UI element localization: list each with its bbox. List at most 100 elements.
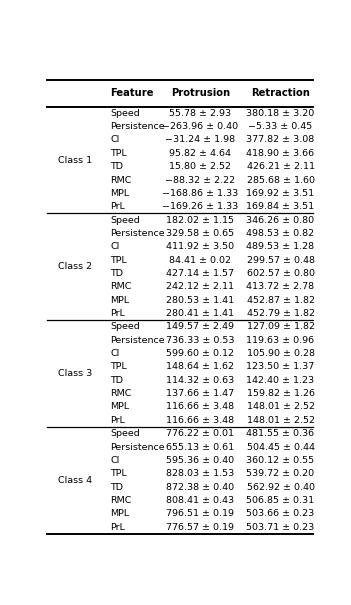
- Text: 116.66 ± 3.48: 116.66 ± 3.48: [166, 402, 234, 411]
- Text: 481.55 ± 0.36: 481.55 ± 0.36: [246, 429, 314, 438]
- Text: TPL: TPL: [111, 256, 127, 264]
- Text: 242.12 ± 2.11: 242.12 ± 2.11: [166, 283, 234, 292]
- Text: MPL: MPL: [111, 509, 130, 518]
- Text: 418.90 ± 3.66: 418.90 ± 3.66: [246, 149, 314, 158]
- Text: 411.92 ± 3.50: 411.92 ± 3.50: [166, 242, 234, 251]
- Text: 119.63 ± 0.96: 119.63 ± 0.96: [246, 336, 314, 345]
- Text: RMC: RMC: [111, 283, 132, 292]
- Text: 539.72 ± 0.20: 539.72 ± 0.20: [246, 469, 314, 478]
- Text: TD: TD: [111, 376, 124, 385]
- Text: MPL: MPL: [111, 296, 130, 305]
- Text: 159.82 ± 1.26: 159.82 ± 1.26: [246, 389, 314, 398]
- Text: 346.26 ± 0.80: 346.26 ± 0.80: [246, 215, 314, 224]
- Text: −169.26 ± 1.33: −169.26 ± 1.33: [162, 202, 238, 211]
- Text: RMC: RMC: [111, 175, 132, 185]
- Text: PrL: PrL: [111, 202, 125, 211]
- Text: Retraction: Retraction: [251, 88, 310, 98]
- Text: 602.57 ± 0.80: 602.57 ± 0.80: [246, 269, 314, 278]
- Text: CI: CI: [111, 456, 120, 465]
- Text: Persistence: Persistence: [111, 122, 165, 131]
- Text: 595.36 ± 0.40: 595.36 ± 0.40: [166, 456, 234, 465]
- Text: 872.38 ± 0.40: 872.38 ± 0.40: [166, 483, 234, 492]
- Text: 169.84 ± 3.51: 169.84 ± 3.51: [246, 202, 314, 211]
- Text: 329.58 ± 0.65: 329.58 ± 0.65: [166, 229, 234, 238]
- Text: 427.14 ± 1.57: 427.14 ± 1.57: [166, 269, 234, 278]
- Text: Protrusion: Protrusion: [171, 88, 230, 98]
- Text: 360.12 ± 0.55: 360.12 ± 0.55: [246, 456, 314, 465]
- Text: −263.96 ± 0.40: −263.96 ± 0.40: [162, 122, 238, 131]
- Text: 285.68 ± 1.60: 285.68 ± 1.60: [246, 175, 314, 185]
- Text: 503.66 ± 0.23: 503.66 ± 0.23: [246, 509, 314, 518]
- Text: PrL: PrL: [111, 523, 125, 532]
- Text: RMC: RMC: [111, 389, 132, 398]
- Text: 123.50 ± 1.37: 123.50 ± 1.37: [246, 362, 314, 371]
- Text: 299.57 ± 0.48: 299.57 ± 0.48: [246, 256, 314, 264]
- Text: 452.87 ± 1.82: 452.87 ± 1.82: [246, 296, 314, 305]
- Text: TPL: TPL: [111, 149, 127, 158]
- Text: TD: TD: [111, 269, 124, 278]
- Text: 142.40 ± 1.23: 142.40 ± 1.23: [246, 376, 314, 385]
- Text: 599.60 ± 0.12: 599.60 ± 0.12: [166, 349, 234, 358]
- Text: 148.01 ± 2.52: 148.01 ± 2.52: [246, 416, 314, 425]
- Text: 182.02 ± 1.15: 182.02 ± 1.15: [166, 215, 234, 224]
- Text: TD: TD: [111, 162, 124, 171]
- Text: 828.03 ± 1.53: 828.03 ± 1.53: [166, 469, 234, 478]
- Text: CI: CI: [111, 136, 120, 145]
- Text: 105.90 ± 0.28: 105.90 ± 0.28: [246, 349, 314, 358]
- Text: 498.53 ± 0.82: 498.53 ± 0.82: [246, 229, 314, 238]
- Text: Speed: Speed: [111, 322, 140, 332]
- Text: 15.80 ± 2.52: 15.80 ± 2.52: [169, 162, 231, 171]
- Text: Class 2: Class 2: [58, 263, 92, 271]
- Text: Class 4: Class 4: [58, 476, 92, 485]
- Text: 504.45 ± 0.44: 504.45 ± 0.44: [246, 442, 314, 451]
- Text: Persistence: Persistence: [111, 336, 165, 345]
- Text: PrL: PrL: [111, 309, 125, 318]
- Text: RMC: RMC: [111, 496, 132, 505]
- Text: 280.41 ± 1.41: 280.41 ± 1.41: [166, 309, 234, 318]
- Text: Class 1: Class 1: [58, 155, 92, 165]
- Text: 413.72 ± 2.78: 413.72 ± 2.78: [246, 283, 314, 292]
- Text: 426.21 ± 2.11: 426.21 ± 2.11: [246, 162, 314, 171]
- Text: 562.92 ± 0.40: 562.92 ± 0.40: [246, 483, 314, 492]
- Text: 808.41 ± 0.43: 808.41 ± 0.43: [166, 496, 234, 505]
- Text: 148.01 ± 2.52: 148.01 ± 2.52: [246, 402, 314, 411]
- Text: −88.32 ± 2.22: −88.32 ± 2.22: [165, 175, 236, 185]
- Text: 796.51 ± 0.19: 796.51 ± 0.19: [166, 509, 234, 518]
- Text: 380.18 ± 3.20: 380.18 ± 3.20: [246, 109, 314, 118]
- Text: 776.57 ± 0.19: 776.57 ± 0.19: [166, 523, 234, 532]
- Text: MPL: MPL: [111, 402, 130, 411]
- Text: CI: CI: [111, 349, 120, 358]
- Text: 655.13 ± 0.61: 655.13 ± 0.61: [166, 442, 234, 451]
- Text: 452.79 ± 1.82: 452.79 ± 1.82: [246, 309, 314, 318]
- Text: Persistence: Persistence: [111, 229, 165, 238]
- Text: −168.86 ± 1.33: −168.86 ± 1.33: [162, 189, 238, 198]
- Text: 127.09 ± 1.82: 127.09 ± 1.82: [246, 322, 314, 332]
- Text: 503.71 ± 0.23: 503.71 ± 0.23: [246, 523, 314, 532]
- Text: PrL: PrL: [111, 416, 125, 425]
- Text: 95.82 ± 4.64: 95.82 ± 4.64: [169, 149, 231, 158]
- Text: TD: TD: [111, 483, 124, 492]
- Text: 116.66 ± 3.48: 116.66 ± 3.48: [166, 416, 234, 425]
- Text: 280.53 ± 1.41: 280.53 ± 1.41: [166, 296, 234, 305]
- Text: Speed: Speed: [111, 109, 140, 118]
- Text: 377.82 ± 3.08: 377.82 ± 3.08: [246, 136, 314, 145]
- Text: −5.33 ± 0.45: −5.33 ± 0.45: [249, 122, 313, 131]
- Text: 489.53 ± 1.28: 489.53 ± 1.28: [246, 242, 314, 251]
- Text: 55.78 ± 2.93: 55.78 ± 2.93: [169, 109, 231, 118]
- Text: TPL: TPL: [111, 362, 127, 371]
- Text: TPL: TPL: [111, 469, 127, 478]
- Text: Persistence: Persistence: [111, 442, 165, 451]
- Text: Speed: Speed: [111, 429, 140, 438]
- Text: −31.24 ± 1.98: −31.24 ± 1.98: [165, 136, 236, 145]
- Text: 137.66 ± 1.47: 137.66 ± 1.47: [166, 389, 234, 398]
- Text: Speed: Speed: [111, 215, 140, 224]
- Text: 506.85 ± 0.31: 506.85 ± 0.31: [246, 496, 314, 505]
- Text: 736.33 ± 0.53: 736.33 ± 0.53: [166, 336, 234, 345]
- Text: 149.57 ± 2.49: 149.57 ± 2.49: [166, 322, 234, 332]
- Text: 169.92 ± 3.51: 169.92 ± 3.51: [246, 189, 314, 198]
- Text: MPL: MPL: [111, 189, 130, 198]
- Text: 776.22 ± 0.01: 776.22 ± 0.01: [166, 429, 234, 438]
- Text: CI: CI: [111, 242, 120, 251]
- Text: Feature: Feature: [111, 88, 154, 98]
- Text: 148.64 ± 1.62: 148.64 ± 1.62: [166, 362, 234, 371]
